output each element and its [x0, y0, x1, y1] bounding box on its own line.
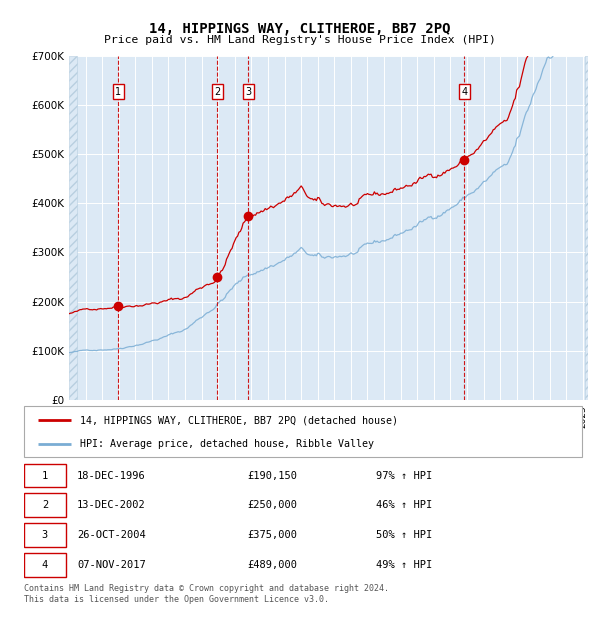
FancyBboxPatch shape	[24, 523, 66, 547]
Text: 13-DEC-2002: 13-DEC-2002	[77, 500, 146, 510]
Text: 14, HIPPINGS WAY, CLITHEROE, BB7 2PQ (detached house): 14, HIPPINGS WAY, CLITHEROE, BB7 2PQ (de…	[80, 415, 398, 425]
Text: £375,000: £375,000	[247, 530, 297, 540]
Text: 97% ↑ HPI: 97% ↑ HPI	[376, 471, 432, 480]
Text: 46% ↑ HPI: 46% ↑ HPI	[376, 500, 432, 510]
Text: 07-NOV-2017: 07-NOV-2017	[77, 560, 146, 570]
Text: 14, HIPPINGS WAY, CLITHEROE, BB7 2PQ: 14, HIPPINGS WAY, CLITHEROE, BB7 2PQ	[149, 22, 451, 36]
Text: 4: 4	[42, 560, 48, 570]
Bar	[69, 56, 77, 400]
Text: 2: 2	[214, 87, 221, 97]
Text: Contains HM Land Registry data © Crown copyright and database right 2024.: Contains HM Land Registry data © Crown c…	[24, 584, 389, 593]
Text: 18-DEC-1996: 18-DEC-1996	[77, 471, 146, 480]
Text: 1: 1	[42, 471, 48, 480]
Text: £250,000: £250,000	[247, 500, 297, 510]
FancyBboxPatch shape	[24, 494, 66, 517]
Text: 3: 3	[42, 530, 48, 540]
Text: 1: 1	[115, 87, 121, 97]
Text: 4: 4	[461, 87, 467, 97]
Text: 26-OCT-2004: 26-OCT-2004	[77, 530, 146, 540]
Text: Price paid vs. HM Land Registry's House Price Index (HPI): Price paid vs. HM Land Registry's House …	[104, 35, 496, 45]
Text: 2: 2	[42, 500, 48, 510]
Text: HPI: Average price, detached house, Ribble Valley: HPI: Average price, detached house, Ribb…	[80, 439, 374, 450]
Text: £190,150: £190,150	[247, 471, 297, 480]
FancyBboxPatch shape	[24, 464, 66, 487]
Text: This data is licensed under the Open Government Licence v3.0.: This data is licensed under the Open Gov…	[24, 595, 329, 604]
Text: £489,000: £489,000	[247, 560, 297, 570]
FancyBboxPatch shape	[24, 553, 66, 577]
Bar	[584, 56, 596, 400]
Text: 50% ↑ HPI: 50% ↑ HPI	[376, 530, 432, 540]
Text: 3: 3	[245, 87, 251, 97]
Text: 49% ↑ HPI: 49% ↑ HPI	[376, 560, 432, 570]
FancyBboxPatch shape	[24, 406, 582, 457]
